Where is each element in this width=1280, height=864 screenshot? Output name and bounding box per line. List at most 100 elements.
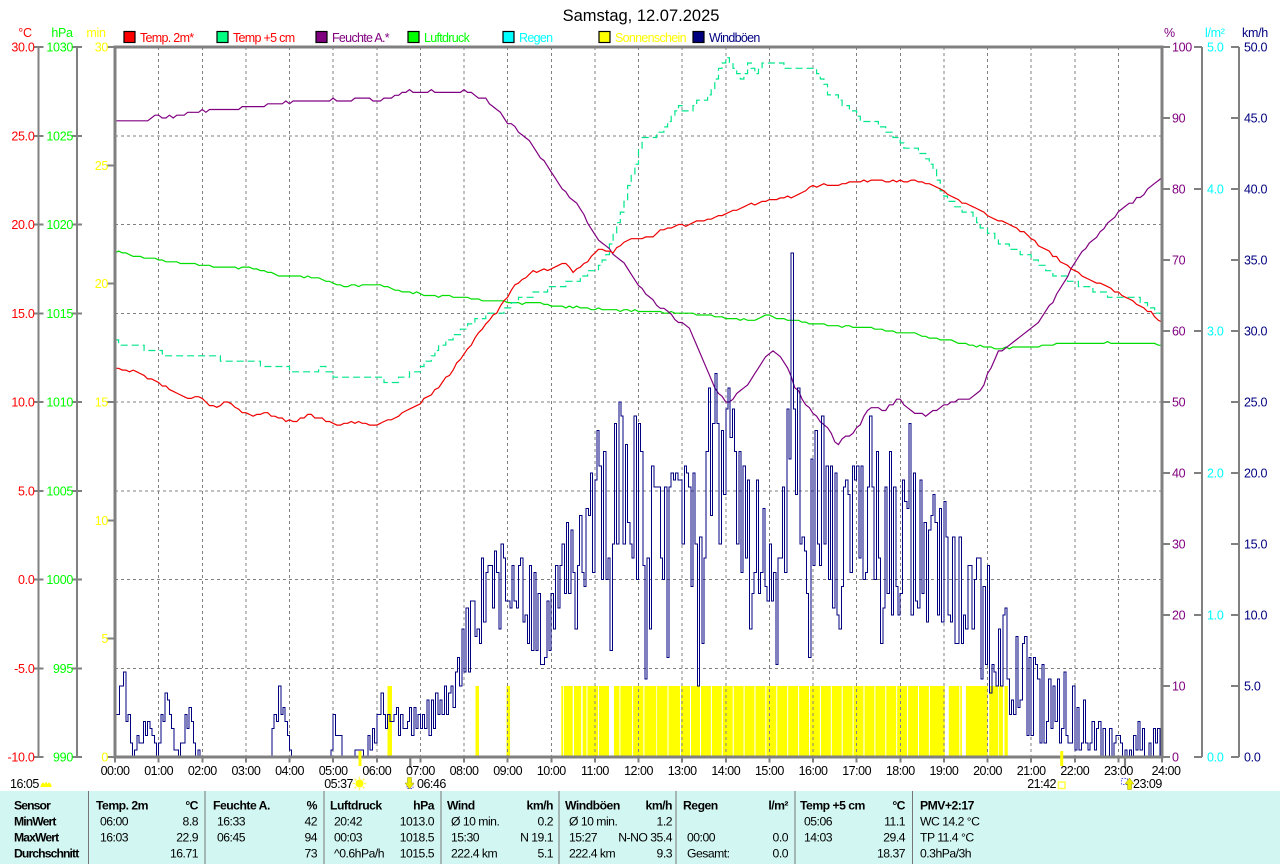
svg-text:Luftdruck: Luftdruck (424, 31, 471, 45)
svg-text:05:37: 05:37 (324, 777, 353, 791)
svg-text:MinWert: MinWert (14, 815, 56, 829)
svg-text:40: 40 (1172, 467, 1186, 481)
svg-text:29.4: 29.4 (883, 831, 905, 845)
svg-text:N 19.1: N 19.1 (520, 831, 554, 845)
svg-text:1018.5: 1018.5 (400, 831, 435, 845)
svg-text:°C: °C (18, 26, 32, 40)
svg-text:40.0: 40.0 (1244, 183, 1267, 197)
svg-text:990: 990 (53, 751, 73, 765)
svg-text:km/h: km/h (527, 799, 554, 813)
svg-text:30.0: 30.0 (1244, 325, 1267, 339)
svg-text:10: 10 (95, 514, 109, 528)
svg-text:Sensor: Sensor (14, 799, 51, 813)
svg-text:Windböen: Windböen (565, 799, 620, 813)
svg-text:0: 0 (1172, 751, 1179, 765)
svg-text:hPa: hPa (413, 799, 435, 813)
svg-text:Samstag, 12.07.2025: Samstag, 12.07.2025 (563, 7, 720, 25)
svg-text:km/h: km/h (1242, 26, 1268, 40)
svg-text:3.0: 3.0 (1207, 325, 1224, 339)
svg-text:1010: 1010 (46, 396, 73, 410)
svg-text:00:03: 00:03 (334, 831, 363, 845)
svg-text:16.71: 16.71 (170, 847, 199, 861)
svg-text:24:00: 24:00 (1152, 764, 1181, 778)
svg-text:94: 94 (304, 831, 317, 845)
svg-text:22:00: 22:00 (1060, 764, 1089, 778)
svg-text:90: 90 (1172, 112, 1186, 126)
svg-text:05:06: 05:06 (804, 815, 833, 829)
svg-text:15.0: 15.0 (11, 307, 34, 321)
svg-text:30.0: 30.0 (11, 41, 34, 55)
svg-text:0.0: 0.0 (773, 847, 789, 861)
svg-text:35.0: 35.0 (1244, 254, 1267, 268)
svg-text:23:09: 23:09 (1133, 777, 1162, 791)
svg-text:5.1: 5.1 (538, 847, 554, 861)
svg-text:Temp +5 cm: Temp +5 cm (800, 799, 866, 813)
svg-text:Windböen: Windböen (709, 31, 760, 45)
svg-text:hPa: hPa (51, 26, 73, 40)
svg-text:25.0: 25.0 (11, 129, 34, 143)
svg-text:12:00: 12:00 (624, 764, 653, 778)
svg-text:5: 5 (101, 632, 108, 646)
svg-text:16:03: 16:03 (100, 831, 129, 845)
svg-text:02:00: 02:00 (188, 764, 217, 778)
svg-text:%: % (1164, 26, 1175, 40)
svg-text:0.2: 0.2 (538, 815, 554, 829)
svg-text:10.0: 10.0 (11, 396, 34, 410)
svg-text:1005: 1005 (46, 484, 73, 498)
svg-text:15: 15 (95, 396, 109, 410)
svg-text:00:00: 00:00 (101, 764, 130, 778)
svg-text:06:46: 06:46 (417, 777, 446, 791)
svg-text:Wind: Wind (447, 799, 475, 813)
svg-text:Feuchte A.*: Feuchte A.* (332, 31, 390, 45)
svg-text:60: 60 (1172, 325, 1186, 339)
svg-text:1000: 1000 (46, 573, 73, 587)
svg-text:20:00: 20:00 (973, 764, 1002, 778)
svg-text:45.0: 45.0 (1244, 112, 1267, 126)
svg-text:20: 20 (95, 277, 109, 291)
svg-text:l/m²: l/m² (768, 799, 788, 813)
svg-text:222.4 km: 222.4 km (569, 847, 615, 861)
svg-text:50: 50 (1172, 396, 1186, 410)
svg-text:80: 80 (1172, 183, 1186, 197)
svg-text:1.0: 1.0 (1207, 609, 1224, 623)
svg-text:0.0: 0.0 (18, 573, 35, 587)
svg-text:0.3hPa/3h: 0.3hPa/3h (920, 847, 971, 861)
svg-text:Temp. 2m: Temp. 2m (96, 799, 149, 813)
svg-text:0.0: 0.0 (773, 831, 789, 845)
svg-text:Luftdruck: Luftdruck (330, 799, 382, 813)
svg-text:TP 11.4 °C: TP 11.4 °C (920, 831, 974, 845)
svg-text:1015.5: 1015.5 (400, 847, 435, 861)
svg-text:%: % (307, 799, 318, 813)
svg-text:PMV+2:17: PMV+2:17 (920, 799, 975, 813)
svg-text:Regen: Regen (519, 31, 553, 45)
svg-text:04:00: 04:00 (275, 764, 304, 778)
svg-text:10: 10 (1172, 680, 1186, 694)
svg-text:l/m²: l/m² (1205, 26, 1225, 40)
svg-text:21:42: 21:42 (1027, 777, 1056, 791)
svg-text:995: 995 (53, 662, 73, 676)
svg-text:Durchschnitt: Durchschnitt (14, 847, 79, 861)
svg-text:14:03: 14:03 (804, 831, 833, 845)
svg-text:10:00: 10:00 (537, 764, 566, 778)
svg-text:222.4 km: 222.4 km (451, 847, 497, 861)
svg-text:15:30: 15:30 (451, 831, 480, 845)
svg-text:Feuchte A.: Feuchte A. (213, 799, 270, 813)
svg-text:09:00: 09:00 (493, 764, 522, 778)
svg-text:23:00: 23:00 (1104, 764, 1133, 778)
svg-text:5.0: 5.0 (18, 484, 35, 498)
svg-text:30: 30 (1172, 538, 1186, 552)
svg-text:13:00: 13:00 (668, 764, 697, 778)
svg-text:70: 70 (1172, 254, 1186, 268)
svg-text:10.0: 10.0 (1244, 609, 1267, 623)
svg-text:15:27: 15:27 (569, 831, 598, 845)
svg-text:21:00: 21:00 (1017, 764, 1046, 778)
svg-text:Regen: Regen (683, 799, 718, 813)
svg-text:4.0: 4.0 (1207, 183, 1224, 197)
svg-text:42: 42 (304, 815, 317, 829)
svg-text:08:00: 08:00 (450, 764, 479, 778)
svg-text:22.9: 22.9 (176, 831, 198, 845)
svg-text:km/h: km/h (646, 799, 673, 813)
svg-text:8.8: 8.8 (183, 815, 199, 829)
svg-text:5.0: 5.0 (1244, 680, 1261, 694)
svg-text:01:00: 01:00 (144, 764, 173, 778)
